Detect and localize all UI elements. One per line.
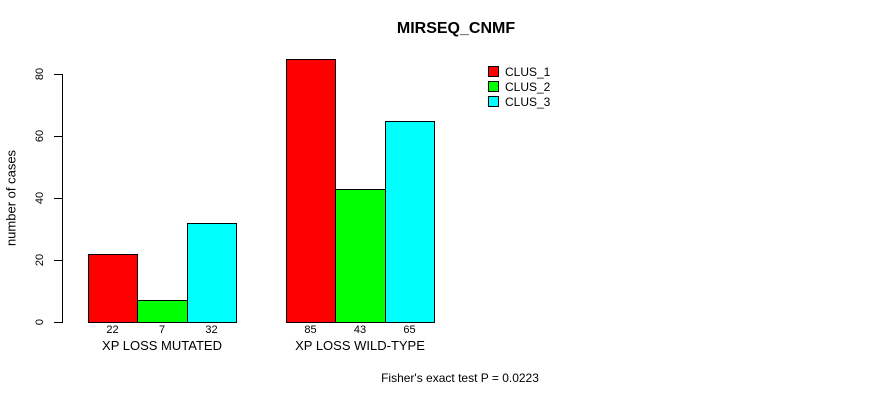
legend-swatch [488, 81, 499, 92]
bar-value-label: 22 [106, 324, 119, 336]
legend-swatch [488, 66, 499, 77]
y-axis-tick-label: 0 [34, 318, 46, 326]
legend-swatch [488, 96, 499, 107]
legend-label: CLUS_1 [505, 64, 551, 79]
group-label: XP LOSS MUTATED [102, 338, 222, 353]
legend-item-clus_3: CLUS_3 [488, 94, 550, 109]
y-axis-tick-label: 80 [34, 67, 46, 81]
y-axis-tick [54, 260, 62, 261]
bar-value-label: 32 [205, 324, 218, 336]
y-axis-tick [54, 74, 62, 75]
bar-clus_1 [286, 59, 336, 323]
legend-item-clus_2: CLUS_2 [488, 79, 550, 94]
legend-label: CLUS_3 [505, 94, 551, 109]
y-axis-tick [54, 322, 62, 323]
bar-clus_2 [137, 300, 188, 323]
bar-value-label: 65 [403, 324, 416, 336]
y-axis-tick [54, 198, 62, 199]
legend-item-clus_1: CLUS_1 [488, 64, 550, 79]
y-axis-label: number of cases [3, 149, 19, 247]
y-axis-line [62, 74, 63, 323]
y-axis-tick-label: 60 [34, 129, 46, 143]
group-label: XP LOSS WILD-TYPE [295, 338, 425, 353]
legend: CLUS_1 CLUS_2 CLUS_3 [488, 64, 550, 109]
y-axis-tick-label: 20 [34, 253, 46, 267]
y-axis-tick [54, 136, 62, 137]
y-axis-tick-label: 40 [34, 191, 46, 205]
bar-clus_3 [187, 223, 237, 323]
bar-clus_1 [88, 254, 138, 323]
bar-value-label: 85 [304, 324, 317, 336]
legend-label: CLUS_2 [505, 79, 551, 94]
stat-note: Fisher's exact test P = 0.0223 [381, 371, 539, 385]
bar-value-label: 7 [158, 324, 166, 336]
bar-clus_3 [385, 121, 435, 323]
chart-title: MIRSEQ_CNMF [396, 20, 516, 37]
bar-value-label: 43 [353, 324, 367, 336]
bar-clus_2 [335, 189, 386, 323]
